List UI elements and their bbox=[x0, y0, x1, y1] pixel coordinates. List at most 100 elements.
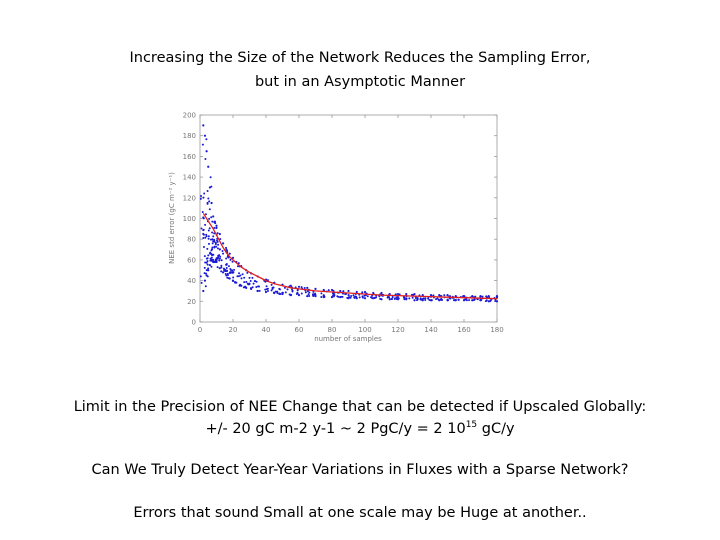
data-point bbox=[204, 236, 207, 239]
data-point bbox=[416, 297, 419, 300]
data-point bbox=[363, 294, 366, 297]
data-point bbox=[199, 275, 202, 278]
data-point bbox=[205, 274, 208, 277]
data-point bbox=[220, 264, 223, 267]
data-point bbox=[208, 217, 211, 220]
data-point bbox=[225, 263, 228, 266]
data-point bbox=[306, 290, 309, 293]
x-axis-label: number of samples bbox=[314, 335, 382, 343]
data-point bbox=[284, 291, 287, 294]
data-point bbox=[264, 288, 267, 291]
data-point bbox=[272, 291, 275, 294]
data-point bbox=[238, 272, 241, 275]
data-point bbox=[236, 265, 239, 268]
data-point bbox=[215, 259, 218, 262]
data-point bbox=[206, 247, 209, 250]
data-point bbox=[205, 257, 208, 260]
data-point bbox=[232, 271, 235, 274]
title-line-2: but in an Asymptotic Manner bbox=[254, 74, 466, 90]
slide-title: Increasing the Size of the Network Reduc… bbox=[0, 46, 720, 94]
x-tick-label: 140 bbox=[424, 326, 437, 334]
data-point bbox=[447, 299, 450, 302]
data-point bbox=[207, 235, 210, 238]
data-point bbox=[419, 297, 422, 300]
y-tick-label: 80 bbox=[187, 236, 196, 244]
data-point bbox=[342, 290, 345, 293]
data-point bbox=[200, 227, 203, 230]
data-point bbox=[446, 293, 449, 297]
data-point bbox=[278, 293, 281, 296]
data-point bbox=[270, 289, 273, 292]
data-point bbox=[416, 299, 419, 302]
data-point bbox=[208, 227, 211, 230]
data-point bbox=[227, 277, 230, 280]
data-point bbox=[216, 247, 219, 250]
data-point bbox=[220, 259, 223, 262]
data-point bbox=[220, 270, 223, 273]
data-point bbox=[258, 285, 261, 288]
data-point bbox=[237, 275, 240, 278]
data-point bbox=[303, 286, 306, 289]
y-tick-label: 180 bbox=[183, 132, 196, 140]
data-point bbox=[300, 286, 303, 289]
data-point bbox=[272, 286, 275, 289]
data-point bbox=[278, 288, 281, 291]
x-tick-label: 20 bbox=[229, 326, 238, 334]
data-point bbox=[241, 273, 244, 276]
data-point bbox=[314, 287, 317, 290]
data-point bbox=[246, 271, 249, 274]
data-point bbox=[209, 238, 212, 241]
data-point bbox=[249, 287, 252, 290]
data-point bbox=[199, 197, 202, 200]
data-point bbox=[202, 124, 205, 127]
data-point bbox=[414, 297, 417, 300]
data-point bbox=[232, 279, 235, 282]
data-point bbox=[213, 245, 216, 248]
data-point bbox=[212, 215, 215, 218]
data-point bbox=[218, 248, 221, 251]
data-point bbox=[243, 276, 246, 279]
data-point bbox=[245, 280, 248, 283]
x-tick-label: 100 bbox=[358, 326, 371, 334]
data-point bbox=[347, 294, 350, 297]
data-point bbox=[403, 298, 406, 301]
data-point bbox=[208, 200, 211, 203]
data-point bbox=[215, 258, 218, 261]
data-point bbox=[244, 286, 247, 289]
data-point bbox=[251, 276, 254, 279]
data-point bbox=[405, 292, 408, 296]
data-point bbox=[430, 299, 433, 302]
data-point bbox=[281, 291, 284, 294]
data-point bbox=[236, 275, 239, 278]
y-tick-label: 200 bbox=[183, 112, 196, 120]
data-point bbox=[216, 240, 219, 243]
data-point bbox=[207, 237, 210, 240]
data-point bbox=[296, 292, 299, 295]
data-point bbox=[408, 297, 411, 300]
data-point bbox=[494, 299, 497, 302]
data-point bbox=[350, 294, 353, 297]
data-point bbox=[270, 283, 273, 286]
data-point bbox=[481, 295, 484, 298]
data-point bbox=[225, 246, 228, 249]
data-point bbox=[255, 285, 258, 288]
scale-errors-text: Errors that sound Small at one scale may… bbox=[133, 505, 587, 521]
data-point bbox=[366, 295, 369, 298]
data-point bbox=[211, 242, 214, 245]
data-point bbox=[308, 291, 311, 294]
data-point bbox=[209, 259, 212, 262]
y-tick-label: 20 bbox=[187, 298, 196, 306]
data-point bbox=[219, 255, 222, 258]
data-point bbox=[205, 272, 208, 275]
data-point bbox=[264, 290, 268, 294]
data-point bbox=[207, 254, 210, 257]
data-point bbox=[427, 297, 430, 300]
data-point bbox=[210, 201, 213, 205]
data-point bbox=[255, 280, 258, 283]
data-point bbox=[300, 292, 303, 295]
data-point bbox=[206, 260, 209, 263]
data-point bbox=[307, 293, 310, 296]
data-point bbox=[222, 242, 225, 245]
data-point bbox=[437, 298, 440, 301]
data-point bbox=[252, 282, 255, 285]
